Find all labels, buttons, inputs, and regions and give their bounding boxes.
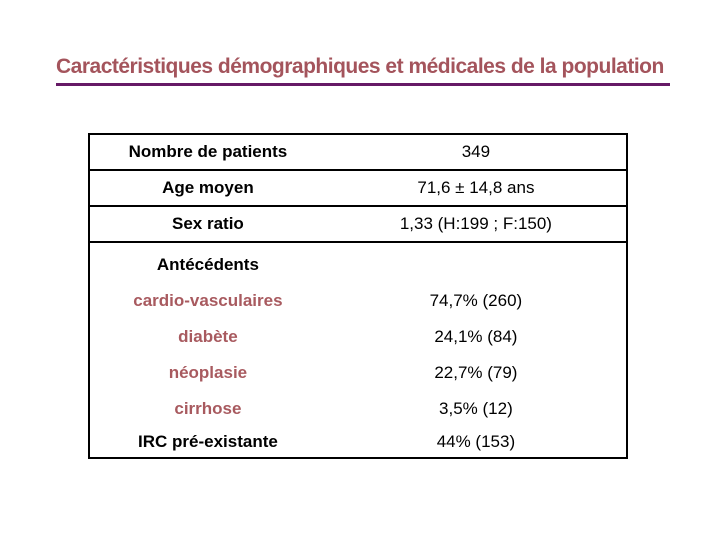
row-value: 71,6 ± 14,8 ans (417, 178, 535, 197)
row-value: 74,7% (260) (429, 291, 523, 310)
row-value: 349 (461, 142, 491, 161)
section-row-irc: IRC pré-existante 44% (153) (90, 427, 626, 457)
slide-title: Caractéristiques démographiques et médic… (56, 55, 664, 78)
characteristics-table: Nombre de patients 349 Age moyen 71,6 ± … (88, 133, 628, 459)
row-label: cardio-vasculaires (133, 291, 283, 310)
antecedents-section: Antécédents cardio-vasculaires 74,7% (26… (90, 243, 626, 457)
row-label: néoplasie (168, 363, 248, 382)
table-row-age: Age moyen 71,6 ± 14,8 ans (90, 171, 626, 207)
row-label: IRC pré-existante (138, 432, 278, 451)
section-header-row: Antécédents (90, 247, 626, 283)
row-label: Nombre de patients (128, 142, 288, 161)
section-row-cardio: cardio-vasculaires 74,7% (260) (90, 283, 626, 319)
section-header-spacer (326, 247, 626, 283)
row-label: diabète (178, 327, 238, 346)
row-label: Age moyen (162, 178, 254, 197)
row-label: Sex ratio (172, 214, 244, 233)
row-label: cirrhose (174, 399, 242, 418)
row-value: 44% (153) (436, 432, 516, 451)
row-value: 1,33 (H:199 ; F:150) (399, 214, 552, 233)
section-row-diabete: diabète 24,1% (84) (90, 319, 626, 355)
section-header: Antécédents (156, 255, 259, 274)
row-value: 3,5% (12) (439, 399, 513, 418)
row-value: 24,1% (84) (434, 327, 518, 346)
row-value: 22,7% (79) (434, 363, 518, 382)
title-underline-rule (56, 83, 670, 86)
section-row-neoplasie: néoplasie 22,7% (79) (90, 355, 626, 391)
section-row-cirrhose: cirrhose 3,5% (12) (90, 391, 626, 427)
table-row-patients: Nombre de patients 349 (90, 135, 626, 171)
table-row-sex-ratio: Sex ratio 1,33 (H:199 ; F:150) (90, 207, 626, 243)
